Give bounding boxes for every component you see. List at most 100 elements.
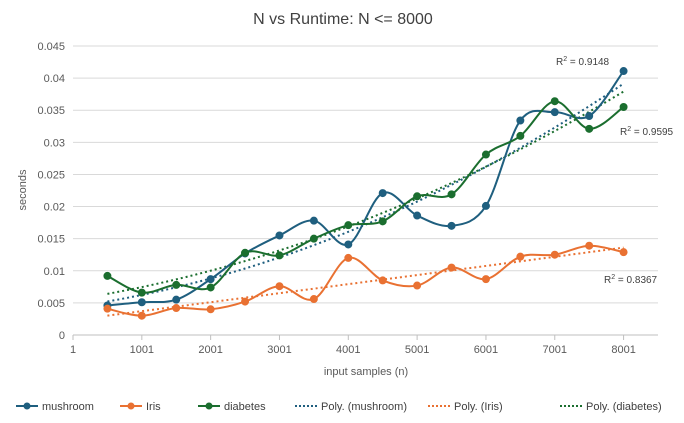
data-point-mushroom bbox=[413, 211, 422, 220]
data-point-mushroom bbox=[585, 112, 594, 121]
data-point-diabetes bbox=[378, 217, 387, 226]
r-squared-labels: R2 = 0.9148 R2 = 0.8367 R2 = 0.9595 bbox=[556, 56, 674, 286]
y-tick-label: 0.01 bbox=[44, 266, 65, 278]
data-point-diabetes bbox=[447, 190, 456, 199]
data-point-iris bbox=[137, 311, 146, 320]
data-point-iris bbox=[413, 281, 422, 290]
data-point-mushroom bbox=[275, 231, 284, 240]
data-point-mushroom bbox=[378, 189, 387, 198]
trendlines bbox=[107, 82, 625, 317]
data-point-mushroom bbox=[481, 201, 490, 210]
data-point-mushroom bbox=[344, 240, 353, 249]
data-point-iris bbox=[585, 241, 594, 250]
y-tick-label: 0.035 bbox=[37, 105, 65, 117]
r-squared-label-diabetes: R2 = 0.9595 bbox=[620, 126, 674, 138]
data-point-iris bbox=[309, 295, 318, 304]
legend-swatch-marker bbox=[127, 402, 135, 410]
data-point-mushroom bbox=[550, 108, 559, 117]
series-line-iris bbox=[107, 244, 624, 317]
data-series bbox=[103, 67, 628, 320]
x-tick-label: 1001 bbox=[130, 344, 154, 356]
data-point-diabetes bbox=[137, 288, 146, 297]
x-tick-labels: 1 1001 2001 3001 4001 5001 6001 7001 8001 bbox=[70, 344, 636, 356]
data-point-mushroom bbox=[516, 116, 525, 125]
x-tick-label: 6001 bbox=[474, 344, 498, 356]
data-point-iris bbox=[103, 304, 112, 313]
data-point-mushroom bbox=[137, 298, 146, 307]
data-point-diabetes bbox=[241, 248, 250, 257]
x-axis-title: input samples (n) bbox=[324, 366, 408, 378]
legend-label: Poly. (diabetes) bbox=[586, 401, 662, 413]
data-point-iris bbox=[344, 253, 353, 262]
legend-iris: Iris bbox=[120, 401, 161, 413]
data-point-mushroom bbox=[447, 221, 456, 230]
data-point-iris bbox=[172, 304, 181, 313]
legend-diabetes: diabetes bbox=[198, 401, 266, 413]
data-point-diabetes bbox=[309, 234, 318, 243]
data-point-diabetes bbox=[516, 131, 525, 140]
y-tick-label: 0.025 bbox=[37, 169, 65, 181]
trendline-diabetes bbox=[107, 90, 625, 295]
data-point-iris bbox=[550, 250, 559, 259]
legend-label: Iris bbox=[146, 401, 161, 413]
y-axis-title: seconds bbox=[17, 169, 29, 210]
x-tick-label: 7001 bbox=[543, 344, 567, 356]
legend: mushroom Iris diabetes Poly. (mushroom) Poly… bbox=[16, 401, 662, 413]
series-line-diabetes bbox=[106, 100, 625, 294]
data-point-iris bbox=[241, 297, 250, 306]
data-point-diabetes bbox=[344, 221, 353, 230]
x-tick-label: 3001 bbox=[267, 344, 291, 356]
data-point-mushroom bbox=[309, 216, 318, 225]
gridlines bbox=[73, 45, 658, 304]
y-tick-label: 0.03 bbox=[44, 137, 65, 149]
data-point-iris bbox=[516, 252, 525, 261]
y-tick-labels: 0 0.005 0.01 0.015 0.02 0.025 0.03 0.035 0.04 0.0… bbox=[37, 41, 65, 342]
data-point-diabetes bbox=[172, 280, 181, 289]
trendline-iris bbox=[107, 246, 624, 317]
x-tick-label: 4001 bbox=[336, 344, 360, 356]
legend-trend-diabetes: Poly. (diabetes) bbox=[560, 401, 662, 413]
x-tick-label: 8001 bbox=[611, 344, 635, 356]
legend-swatch-marker bbox=[23, 402, 31, 410]
chart-title: N vs Runtime: N <= 8000 bbox=[253, 11, 433, 28]
data-point-iris bbox=[481, 275, 490, 284]
legend-swatch-marker bbox=[205, 402, 213, 410]
legend-label: Poly. (Iris) bbox=[454, 401, 503, 413]
data-point-iris bbox=[275, 282, 284, 291]
legend-label: diabetes bbox=[224, 401, 266, 413]
r-squared-label-mushroom: R2 = 0.9148 bbox=[556, 56, 610, 68]
series-line-mushroom bbox=[107, 70, 625, 307]
y-tick-label: 0.04 bbox=[44, 73, 65, 85]
data-point-diabetes bbox=[413, 192, 422, 201]
y-tick-label: 0.02 bbox=[44, 202, 65, 214]
data-point-iris bbox=[619, 248, 628, 257]
legend-trend-iris: Poly. (Iris) bbox=[428, 401, 503, 413]
y-tick-label: 0 bbox=[59, 330, 65, 342]
legend-label: Poly. (mushroom) bbox=[321, 401, 407, 413]
data-point-iris bbox=[206, 305, 215, 314]
data-point-diabetes bbox=[275, 251, 284, 260]
legend-trend-mushroom: Poly. (mushroom) bbox=[295, 401, 407, 413]
data-point-diabetes bbox=[550, 97, 559, 106]
y-tick-label: 0.005 bbox=[37, 298, 65, 310]
y-tick-label: 0.045 bbox=[37, 41, 65, 53]
x-tick-label: 5001 bbox=[405, 344, 429, 356]
data-point-iris bbox=[447, 263, 456, 272]
data-point-diabetes bbox=[481, 150, 490, 159]
data-point-mushroom bbox=[619, 67, 628, 76]
r-squared-label-iris: R2 = 0.8367 bbox=[604, 274, 658, 286]
data-point-mushroom bbox=[206, 275, 215, 284]
data-point-mushroom bbox=[172, 295, 181, 304]
data-point-iris bbox=[378, 276, 387, 285]
legend-label: mushroom bbox=[42, 401, 94, 413]
x-tick-label: 2001 bbox=[198, 344, 222, 356]
data-point-diabetes bbox=[103, 271, 112, 280]
axes bbox=[72, 334, 658, 340]
data-point-diabetes bbox=[619, 103, 628, 112]
y-tick-label: 0.015 bbox=[37, 234, 65, 246]
legend-mushroom: mushroom bbox=[16, 401, 94, 413]
x-tick-label: 1 bbox=[70, 344, 76, 356]
data-point-diabetes bbox=[206, 283, 215, 292]
trendline-mushroom bbox=[107, 82, 625, 303]
